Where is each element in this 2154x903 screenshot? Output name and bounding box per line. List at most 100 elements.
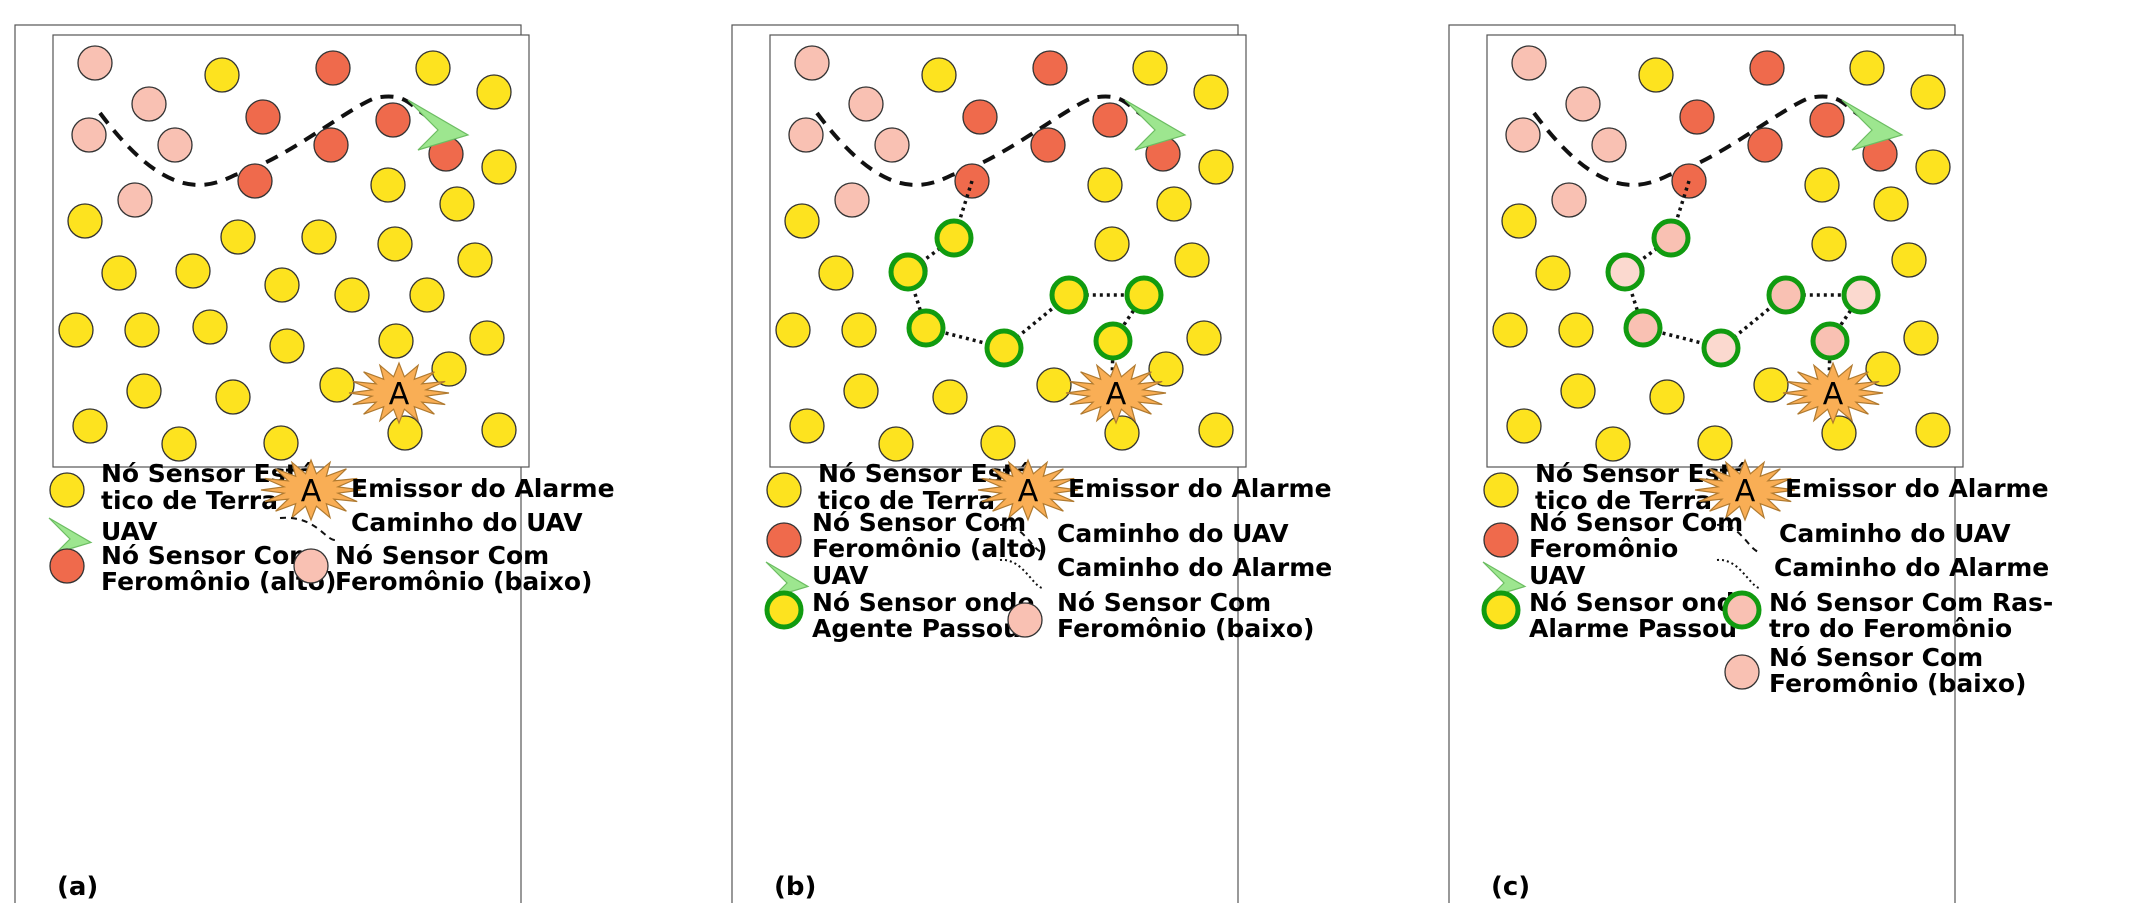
pheromone-low-node	[117, 182, 153, 218]
static-node	[192, 309, 228, 345]
sensor-field	[52, 34, 530, 468]
alarm-visited-node	[1766, 275, 1806, 315]
static-node	[431, 351, 467, 387]
uav-path	[815, 94, 1144, 187]
static-node	[409, 277, 445, 313]
static-node	[1804, 167, 1840, 203]
static-node	[1087, 167, 1123, 203]
legend-uav-path-icon	[1716, 523, 1760, 553]
static-node	[269, 328, 305, 364]
static-node	[1697, 425, 1733, 461]
alarm-visited-node	[1093, 321, 1133, 361]
panel-label: (c)	[1491, 872, 1530, 902]
pheromone-low-node	[794, 45, 830, 81]
legend-emitter-label: Emissor do Alarme	[1785, 474, 2049, 503]
static-node	[1036, 367, 1072, 403]
pheromone-low-node	[71, 117, 107, 153]
legend-alarm-node-icon	[1481, 590, 1521, 630]
legend-uav-path-label: Caminho do UAV	[1057, 519, 1289, 548]
static-node	[58, 312, 94, 348]
static-node	[980, 425, 1016, 461]
pheromone-high-node	[962, 99, 998, 135]
static-node	[841, 312, 877, 348]
pheromone-low-node	[1505, 117, 1541, 153]
static-node	[1094, 226, 1130, 262]
legend-pheromone-label-line1: Nó Sensor Com	[1529, 508, 1743, 537]
legend-uav-label: UAV	[101, 517, 158, 546]
legend-alarm-path-label: Caminho do Alarme	[1774, 553, 2049, 582]
static-node	[126, 373, 162, 409]
legend-uav-path-icon	[999, 523, 1043, 553]
static-node	[481, 412, 517, 448]
static-node	[1132, 50, 1168, 86]
static-node	[481, 149, 517, 185]
pheromone-high-node	[1032, 50, 1068, 86]
static-node	[387, 415, 423, 451]
panel-b: ANó Sensor Está-tico de Terra A Emissor do…	[731, 24, 1332, 903]
pheromone-high-node	[245, 99, 281, 135]
pheromone-low-node	[1511, 45, 1547, 81]
pheromone-low-node	[1551, 182, 1587, 218]
legend-pheromone-low-label-line1: Nó Sensor Com	[1057, 588, 1271, 617]
pheromone-high-node	[375, 102, 411, 138]
alarm-emitter-icon	[1065, 361, 1167, 425]
uav-path	[98, 94, 427, 187]
pheromone-low-node	[788, 117, 824, 153]
sensor-field	[1486, 34, 1964, 468]
static-node	[1104, 415, 1140, 451]
legend-pheromone-high-label-line1: Nó Sensor Com	[101, 541, 315, 570]
static-node	[263, 425, 299, 461]
static-node	[1638, 57, 1674, 93]
alarm-emitter-letter: A	[1106, 377, 1127, 412]
legend-static-node-label-line2: tico de Terra	[101, 486, 278, 515]
static-node	[1910, 74, 1946, 110]
legend-alarm-path-label: Caminho do Alarme	[1057, 553, 1332, 582]
static-node	[1903, 320, 1939, 356]
alarm-emitter-icon	[1782, 361, 1884, 425]
legend-uav-label: UAV	[812, 561, 869, 590]
pheromone-high-node	[313, 127, 349, 163]
static-node	[161, 426, 197, 462]
uav-icon	[1124, 99, 1187, 151]
static-node	[878, 426, 914, 462]
legend-pheromone-low-label-line1: Nó Sensor Com	[335, 541, 549, 570]
pheromone-low-node	[834, 182, 870, 218]
legend-alarm-path-icon	[1716, 558, 1760, 589]
static-node	[1492, 312, 1528, 348]
pheromone-low-node	[874, 127, 910, 163]
legend-uav-icon	[48, 517, 93, 554]
static-node	[921, 57, 957, 93]
static-node	[1811, 226, 1847, 262]
pheromone-high-node	[1030, 127, 1066, 163]
legend-pheromone-high-icon	[766, 522, 802, 558]
static-node	[1849, 50, 1885, 86]
pheromone-high-node	[1092, 102, 1128, 138]
alarm-emitter-icon	[348, 361, 450, 425]
static-node	[1156, 186, 1192, 222]
static-node	[1873, 186, 1909, 222]
static-node	[415, 50, 451, 86]
legend-static-node-icon	[49, 472, 85, 508]
uav-icon	[407, 99, 470, 151]
alarm-visited-node	[1651, 218, 1691, 258]
legend-pheromone-low-label-line2: Feromônio (baixo)	[1769, 669, 2026, 698]
legend-pheromone-low-icon	[1007, 602, 1043, 638]
static-node	[476, 74, 512, 110]
static-node	[72, 408, 108, 444]
static-node	[1198, 412, 1234, 448]
static-node	[378, 323, 414, 359]
alarm-visited-node	[1623, 308, 1663, 348]
panel-label: (b)	[774, 872, 816, 902]
legend-alarm-node-label-line2: Alarme Passou	[1529, 614, 1737, 643]
legend-pheromone-icon	[1483, 522, 1519, 558]
static-node	[334, 277, 370, 313]
static-node	[1821, 415, 1857, 451]
pheromone-high-node	[315, 50, 351, 86]
legend-emitter-icon	[1694, 458, 1796, 522]
legend-static-node-icon	[1483, 472, 1519, 508]
static-node	[1915, 412, 1951, 448]
legend-agent-node-icon	[764, 590, 804, 630]
pheromone-low-node	[157, 127, 193, 163]
static-node	[1506, 408, 1542, 444]
static-node	[1753, 367, 1789, 403]
